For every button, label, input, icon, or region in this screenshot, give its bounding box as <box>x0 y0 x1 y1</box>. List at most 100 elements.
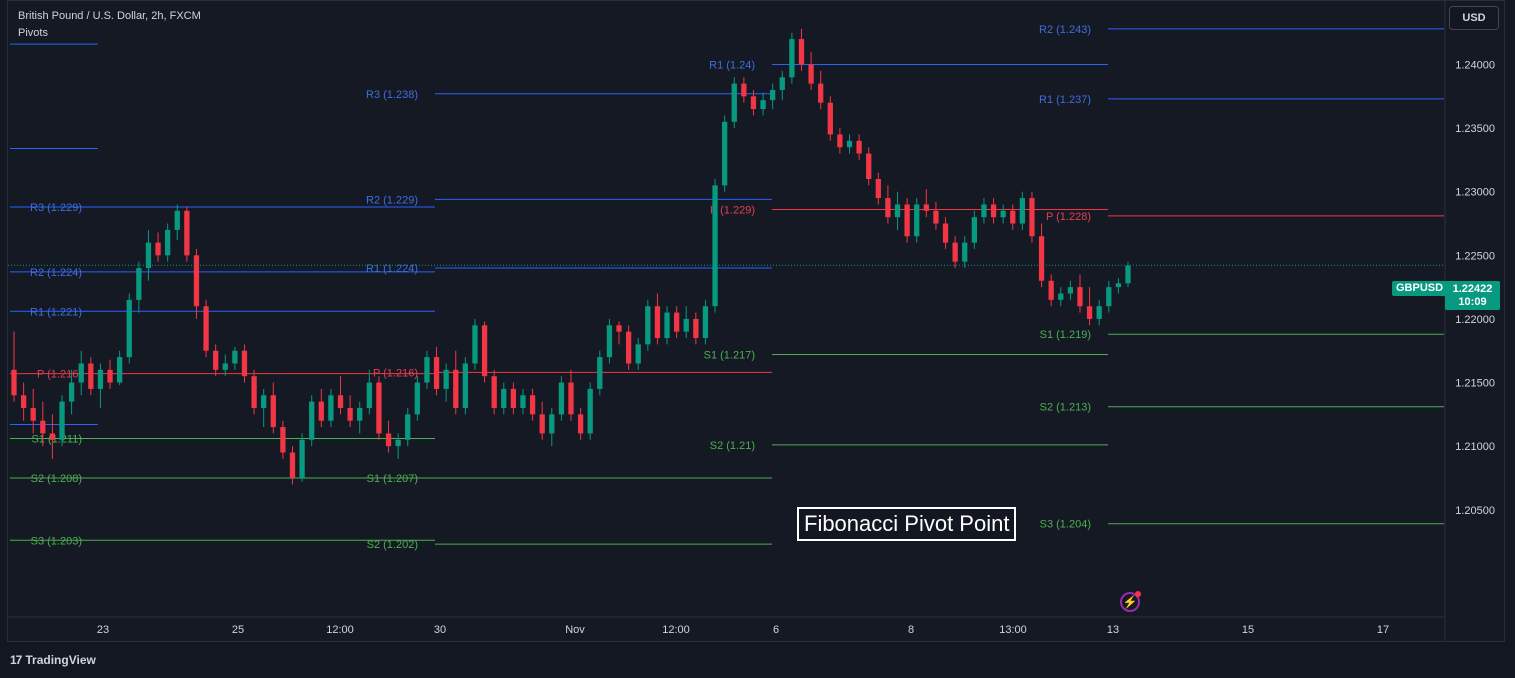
fibonacci-pivot-caption: Fibonacci Pivot Point <box>797 507 1017 541</box>
pivot-label: P (1.216) <box>373 367 418 379</box>
y-tick-label: 1.22000 <box>1455 314 1495 326</box>
candle-body <box>635 344 641 364</box>
pivot-label: R1 (1.221) <box>30 306 82 318</box>
candle-body <box>962 242 968 262</box>
candle-body <box>232 350 238 364</box>
candle-body <box>1077 287 1083 307</box>
candle-body <box>385 433 392 447</box>
candle-body <box>770 89 776 101</box>
y-tick-label: 1.21500 <box>1455 378 1495 390</box>
pivot-label: P (1.216) <box>37 369 82 381</box>
currency-button[interactable]: USD <box>1449 6 1499 30</box>
candle-body <box>184 210 190 256</box>
pivot-label: R2 (1.224) <box>30 267 82 279</box>
candle-body <box>750 96 757 110</box>
candle-body <box>510 388 517 408</box>
y-tick-label: 1.20500 <box>1455 505 1495 517</box>
last-price-value: 1.22422 <box>1452 282 1493 295</box>
pivot-label: S1 (1.211) <box>31 434 82 446</box>
candle-body <box>107 369 113 383</box>
candle-body <box>789 39 795 78</box>
candle-body <box>616 325 622 332</box>
pivot-label: S1 (1.207) <box>367 473 418 485</box>
y-tick-label: 1.23000 <box>1455 187 1495 199</box>
pivot-label: S2 (1.21) <box>710 440 755 452</box>
x-tick-label: 15 <box>1242 624 1254 636</box>
candle-body <box>520 395 526 408</box>
candle-body <box>1086 306 1093 319</box>
last-price-tag: 1.22422 10:09 <box>1445 281 1500 310</box>
pivot-label: R1 (1.224) <box>366 263 418 275</box>
candle-body <box>645 306 651 345</box>
candle-body <box>549 414 555 434</box>
indicator-label[interactable]: Pivots <box>18 27 48 39</box>
candle-body <box>203 306 209 351</box>
x-tick-label: 8 <box>908 624 914 636</box>
candle-body <box>722 121 728 186</box>
pivot-label: S3 (1.204) <box>1040 519 1091 531</box>
x-tick-label: Nov <box>565 624 585 636</box>
candle-body <box>914 204 920 237</box>
pivot-label: R3 (1.229) <box>30 202 82 214</box>
candle-body <box>712 185 718 307</box>
x-tick-label: 12:00 <box>662 624 690 636</box>
candle-body <box>1029 198 1035 237</box>
candle-body <box>309 401 315 440</box>
candle-body <box>1038 236 1045 281</box>
bar-countdown: 10:09 <box>1458 295 1487 308</box>
candle-body <box>270 395 276 428</box>
candle-body <box>501 388 507 408</box>
brand-name: TradingView <box>25 653 96 667</box>
y-tick-label: 1.24000 <box>1455 60 1495 72</box>
candle-body <box>942 223 949 243</box>
candle-body <box>30 407 36 421</box>
candle-body <box>818 83 824 103</box>
pivot-label: S1 (1.219) <box>1040 329 1091 341</box>
candle-body <box>491 376 497 408</box>
candle-body <box>20 395 27 408</box>
candle-body <box>1115 283 1122 288</box>
candle-body <box>866 153 872 180</box>
candle-body <box>1125 265 1131 284</box>
tradingview-brand[interactable]: 17 TradingView <box>10 653 96 667</box>
candle-body <box>558 382 565 415</box>
tradingview-logo-icon: 17 <box>10 653 22 667</box>
candle-body <box>261 395 267 408</box>
notification-dot <box>1135 591 1141 597</box>
candle-body <box>664 312 670 339</box>
x-tick-label: 25 <box>232 624 244 636</box>
candle-body <box>49 433 56 440</box>
candle-body <box>453 369 459 408</box>
pivot-label: S2 (1.213) <box>1040 402 1091 414</box>
candle-body <box>126 299 132 358</box>
y-tick-label: 1.22500 <box>1455 250 1495 262</box>
pivot-label: R2 (1.243) <box>1039 24 1091 36</box>
pivot-label: S2 (1.208) <box>31 473 82 485</box>
candle-body <box>433 357 440 389</box>
candle-body <box>165 229 171 256</box>
symbol-tag: GBPUSD <box>1392 281 1448 296</box>
candle-body <box>923 204 929 211</box>
candle-body <box>683 318 689 332</box>
candle-body <box>760 100 766 110</box>
candle-body <box>97 369 104 389</box>
candle-body <box>1000 210 1006 218</box>
candle-body <box>990 204 997 218</box>
candle-body <box>11 369 17 396</box>
candle-body <box>625 331 632 364</box>
candle-body <box>289 452 296 478</box>
candle-body <box>347 407 353 421</box>
candle-body <box>933 210 939 224</box>
candle-body <box>971 217 977 243</box>
candle-body <box>337 395 344 408</box>
candle-body <box>328 395 334 421</box>
candle-body <box>1106 287 1112 307</box>
pivot-label: P (1.229) <box>710 205 755 217</box>
lightning-icon[interactable]: ⚡ <box>1120 591 1141 612</box>
pivot-label: R2 (1.229) <box>366 194 418 206</box>
pivot-label: S1 (1.217) <box>704 350 755 362</box>
candle-body <box>837 134 843 148</box>
candle-body <box>875 179 881 199</box>
candle-body <box>693 318 699 339</box>
